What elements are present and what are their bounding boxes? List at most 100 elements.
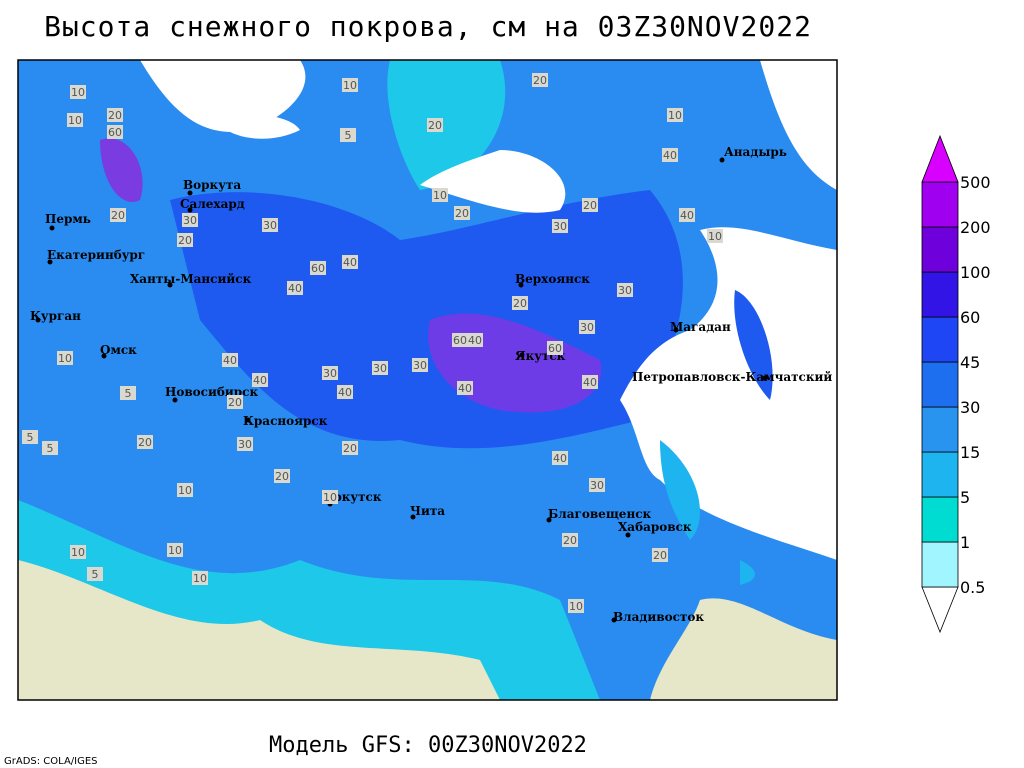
contour-label-bg xyxy=(454,206,470,220)
contour-label-bg xyxy=(667,108,683,122)
contour-label-bg xyxy=(582,375,598,389)
contour-label: 20 xyxy=(428,119,442,132)
contour-label-bg xyxy=(342,78,358,92)
colorbar-label: 60 xyxy=(960,308,980,327)
colorbar-box xyxy=(921,361,959,408)
contour-label-bg xyxy=(182,213,198,227)
contour-label: 20 xyxy=(533,74,547,87)
contour-label: 20 xyxy=(563,534,577,547)
colorbar-label: 100 xyxy=(960,263,991,282)
contour-label-bg xyxy=(432,188,448,202)
contour-label: 10 xyxy=(569,600,583,613)
kamchatka xyxy=(734,290,773,400)
contour-label: 40 xyxy=(553,452,567,465)
sea xyxy=(760,60,837,190)
map xyxy=(18,60,837,700)
sakhalin xyxy=(660,440,700,540)
city-label: Чита xyxy=(410,504,445,518)
contour-label: 60 xyxy=(548,342,562,355)
contour-label: 20 xyxy=(275,470,289,483)
contour-label-bg xyxy=(707,229,723,243)
contour-label-bg xyxy=(120,386,136,400)
city-dot xyxy=(47,259,53,265)
contour-label: 40 xyxy=(253,374,267,387)
contour-label-bg xyxy=(70,85,86,99)
contour-label-bg xyxy=(579,320,595,334)
contour-label: 30 xyxy=(413,359,427,372)
contour-label-bg xyxy=(110,208,126,222)
city-label: Воркута xyxy=(183,178,241,192)
colorbar-box xyxy=(921,406,959,453)
contour-label-bg xyxy=(457,381,473,395)
city-dot xyxy=(101,353,107,359)
contour-label: 20 xyxy=(513,297,527,310)
map-frame xyxy=(17,59,838,701)
contour-label: 20 xyxy=(178,234,192,247)
contour-label-bg xyxy=(589,478,605,492)
colorbar-label: 30 xyxy=(960,398,980,417)
credit: GrADS: COLA/IGES xyxy=(4,756,98,767)
snow xyxy=(740,560,755,585)
contour-label: 20 xyxy=(111,209,125,222)
contour-label: 40 xyxy=(458,382,472,395)
city-dot xyxy=(519,352,525,358)
contour-label: 40 xyxy=(663,149,677,162)
city-label: Ханты-Мансийск xyxy=(130,272,252,286)
city-dot xyxy=(611,617,617,623)
contour-label: 30 xyxy=(323,367,337,380)
contour-label-bg xyxy=(452,333,468,347)
colorbar-label: 5 xyxy=(960,488,970,507)
contour-label-bg xyxy=(227,395,243,409)
contour-label-bg xyxy=(552,219,568,233)
city-label: Верхоянск xyxy=(515,272,590,286)
contour-label: 10 xyxy=(178,484,192,497)
contour-label: 10 xyxy=(71,546,85,559)
colorbar-top xyxy=(921,134,959,183)
contour-label-bg xyxy=(237,437,253,451)
colorbar-bottom xyxy=(921,586,959,634)
contour-label-bg xyxy=(322,490,338,504)
contour-label-bg xyxy=(67,113,83,127)
city-label: Пермь xyxy=(45,212,91,226)
contour-label: 10 xyxy=(71,86,85,99)
city-dot xyxy=(167,282,173,288)
contour-label: 10 xyxy=(193,572,207,585)
contour-label: 30 xyxy=(373,362,387,375)
colorbar-label: 1 xyxy=(960,533,970,552)
contour-label: 30 xyxy=(183,214,197,227)
colorbar-label: 15 xyxy=(960,443,980,462)
bare-land xyxy=(650,598,837,700)
contour-label-bg xyxy=(322,366,338,380)
contour-label: 60 xyxy=(311,262,325,275)
city-dot xyxy=(187,207,193,213)
contour-label: 10 xyxy=(433,189,447,202)
contour-label-bg xyxy=(87,567,103,581)
contour-label: 5 xyxy=(125,387,132,400)
contour-label-bg xyxy=(222,353,238,367)
contour-label-bg xyxy=(340,128,356,142)
city-dot xyxy=(410,514,416,520)
city-dot xyxy=(719,157,725,163)
contour-label-bg xyxy=(582,198,598,212)
colorbar-box xyxy=(921,496,959,543)
contour-label: 30 xyxy=(263,219,277,232)
title: Высота снежного покрова, см на 03Z30NOV2… xyxy=(44,10,812,43)
contour-label-bg xyxy=(137,435,153,449)
contour-label: 5 xyxy=(92,568,99,581)
contour-label: 40 xyxy=(343,256,357,269)
contour-label-bg xyxy=(274,469,290,483)
contour-label: 20 xyxy=(138,436,152,449)
contour-label-bg xyxy=(427,118,443,132)
sea xyxy=(420,150,566,213)
city-dot xyxy=(172,397,178,403)
contour-label-bg xyxy=(22,430,38,444)
contour-label: 10 xyxy=(323,491,337,504)
city-label: Анадырь xyxy=(724,145,787,159)
city-dot xyxy=(518,282,524,288)
city-label: Петропавловск-Камчатский xyxy=(632,370,832,384)
contour-label: 40 xyxy=(223,354,237,367)
contour-label: 10 xyxy=(68,114,82,127)
colorbar-box xyxy=(921,271,959,318)
contour-label: 40 xyxy=(288,282,302,295)
